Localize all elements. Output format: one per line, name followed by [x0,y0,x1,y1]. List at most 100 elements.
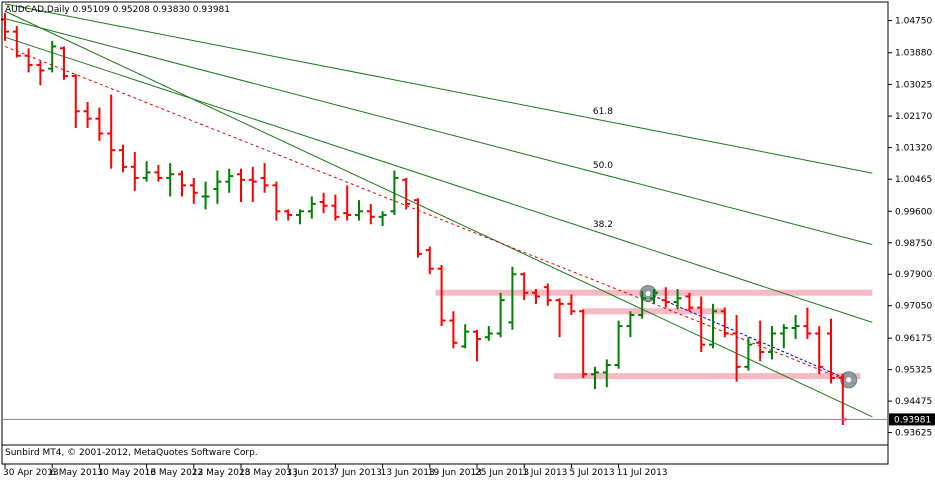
price-bar [83,102,92,128]
support-resistance-zone [553,373,861,380]
x-tick-label: 5 Jul 2013 [569,468,614,478]
price-bar [366,203,375,225]
price-bar [614,320,623,369]
price-bar [744,337,753,371]
price-bar [532,289,540,304]
price-bar [402,177,411,210]
price-bar [697,296,706,353]
price-bar [95,107,104,141]
price-bar [71,74,80,128]
price-bar [36,61,45,86]
fan-line [4,10,873,418]
x-tick-label: 19 Jun 2013 [428,468,482,478]
price-bar [626,311,635,338]
price-bar [130,152,139,191]
price-bar [815,326,824,375]
price-bar [591,366,599,390]
price-bar [555,298,564,338]
price-bar [461,324,470,349]
x-tick-label: 6 May 2013 [50,468,103,478]
x-tick-label: 10 May 2013 [97,468,156,478]
x-tick-label: 11 Jul 2013 [617,468,668,478]
price-bar [567,294,576,315]
price-bar [142,161,151,182]
price-bar [414,198,422,258]
price-bar [331,194,340,221]
price-bar [166,163,175,197]
chart-title: AUDCAD,Daily 0.95109 0.95208 0.93830 0.9… [5,5,230,15]
y-tick-label: 1.03880 [895,49,932,59]
price-bar [307,196,316,219]
price-bar [154,164,163,182]
price-bar [237,168,245,203]
price-bar [484,326,493,341]
x-tick-label: 1 Jul 2013 [522,468,567,478]
anchor-marker-dot [645,291,651,297]
short-trend-line [647,293,849,381]
price-bar [685,292,694,312]
trend-line [4,45,855,384]
price-bar [272,181,281,221]
price-bar [225,168,234,193]
y-tick-label: 1.04750 [895,17,932,27]
y-tick-label: 1.02170 [895,112,932,122]
price-bar [425,246,434,275]
x-tick-label: 28 May 2013 [239,468,298,478]
price-bar [355,200,363,221]
fan-line [4,36,873,323]
x-tick-label: 13 Jun 2013 [381,468,435,478]
price-bar [248,166,257,203]
price-bar [60,46,68,80]
y-tick-label: 1.00465 [895,175,932,185]
support-resistance-zone [583,308,725,315]
price-bar [673,289,682,310]
price-bar [827,318,835,384]
price-bar [178,170,186,197]
x-tick-label: 7 Jun 2013 [333,468,381,478]
price-bar [189,177,198,204]
price-bar [520,272,529,301]
y-tick-label: 1.01320 [895,144,932,154]
y-tick-label: 0.94475 [895,397,932,407]
y-tick-label: 0.99600 [895,207,932,217]
price-bar [709,303,717,349]
copyright-text: Sunbird MT4, © 2001-2012, MetaQuotes Sof… [5,448,258,458]
price-bar [602,359,611,388]
y-tick-label: 0.97900 [895,270,932,280]
price-bar [579,309,588,378]
price-bar [768,326,776,360]
price-bar [508,266,517,330]
current-price-label: 0.93981 [894,415,931,425]
price-bar [779,324,788,349]
price-bar [390,170,399,215]
price-bar [319,192,328,214]
price-bar [449,311,458,349]
price-bar [437,264,446,327]
price-bar [201,181,210,210]
plot-frame [1,1,889,465]
price-bar [119,144,127,173]
price-bar [213,170,222,204]
fan-line [4,3,873,174]
x-tick-label: 16 May 2013 [145,468,204,478]
current-price-box [889,413,935,426]
price-bar [378,211,387,227]
price-bar [661,287,670,308]
price-bar [284,209,293,221]
price-bar [296,209,304,225]
y-tick-label: 1.03025 [895,80,932,90]
price-bar [24,48,33,73]
y-tick-label: 0.98750 [895,239,932,249]
price-bar [720,307,729,338]
price-bar [756,320,765,362]
price-bar [48,40,57,73]
price-bar [791,314,800,340]
price-bar [473,329,481,362]
x-tick-label: 3 Jun 2013 [286,468,334,478]
price-bar [496,292,505,338]
price-bar [260,163,269,193]
y-tick-label: 0.96175 [895,334,932,344]
y-tick-label: 0.97050 [895,302,932,312]
